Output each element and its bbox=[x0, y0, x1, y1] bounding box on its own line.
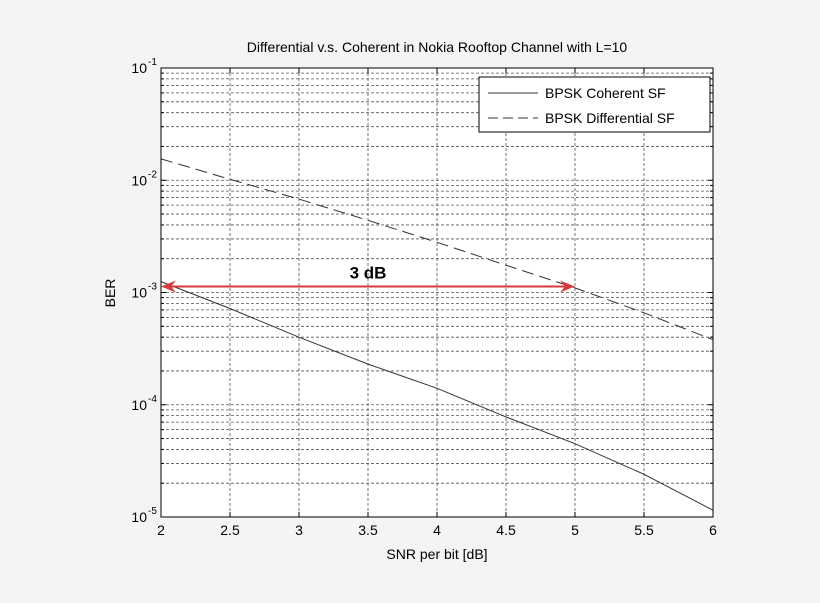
annotation-label: 3 dB bbox=[350, 264, 387, 283]
y-tick-label-base: 10 bbox=[131, 397, 147, 413]
x-tick-label: 3 bbox=[295, 522, 303, 538]
y-tick-label-exponent: -2 bbox=[148, 169, 157, 180]
y-tick-label-base: 10 bbox=[131, 509, 147, 525]
x-tick-label: 5.5 bbox=[634, 522, 654, 538]
y-tick-label-exponent: -3 bbox=[148, 282, 157, 293]
x-tick-label: 5 bbox=[571, 522, 579, 538]
x-tick-label: 2 bbox=[157, 522, 165, 538]
x-tick-label: 4.5 bbox=[496, 522, 516, 538]
y-tick-label-exponent: -4 bbox=[148, 394, 157, 405]
legend-label-coherent: BPSK Coherent SF bbox=[545, 85, 666, 101]
x-tick-label: 4 bbox=[433, 522, 441, 538]
legend-box bbox=[478, 76, 711, 133]
x-tick-label: 2.5 bbox=[220, 522, 240, 538]
x-axis-label: SNR per bit [dB] bbox=[386, 546, 487, 562]
y-tick-label-base: 10 bbox=[131, 285, 147, 301]
x-tick-label: 3.5 bbox=[358, 522, 378, 538]
y-tick-label-exponent: -1 bbox=[148, 57, 157, 68]
x-tick-label: 6 bbox=[709, 522, 717, 538]
y-tick-label-exponent: -5 bbox=[148, 506, 157, 517]
legend-label-differential: BPSK Differential SF bbox=[545, 110, 675, 126]
series-line-coherent bbox=[160, 281, 714, 511]
y-tick-label-base: 10 bbox=[131, 172, 147, 188]
axis-ticks: 2 2.5 3 3.5 4 4.5 5 5.5 610-510-410-310-210-1 bbox=[131, 57, 717, 538]
chart-title: Differential v.s. Coherent in Nokia Roof… bbox=[247, 39, 628, 55]
legend: BPSK Coherent SF BPSK Differential SF bbox=[478, 76, 711, 133]
annotation-arrowhead-right bbox=[560, 280, 575, 293]
y-tick-label-base: 10 bbox=[131, 60, 147, 76]
y-axis-label: BER bbox=[102, 279, 118, 308]
annotation: 3 dB bbox=[161, 264, 575, 293]
series-line-differential bbox=[160, 158, 714, 341]
series-lines bbox=[160, 158, 714, 511]
annotation-arrowhead-left bbox=[161, 280, 176, 293]
